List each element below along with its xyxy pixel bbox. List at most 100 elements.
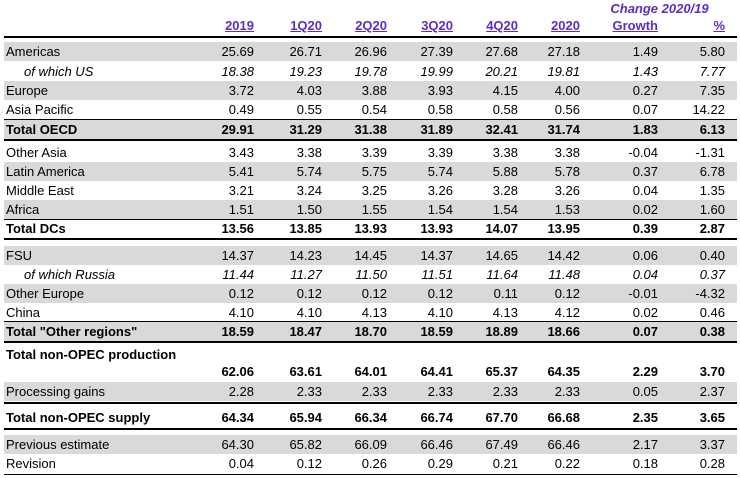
cell: 6.13 xyxy=(699,122,725,137)
col-header-2019: 2019 xyxy=(225,18,254,33)
rule xyxy=(4,139,737,141)
cell: 2.33 xyxy=(492,384,518,399)
cell: 2.35 xyxy=(632,410,658,425)
cell: 64.01 xyxy=(354,364,387,379)
cell: 18.59 xyxy=(221,324,254,339)
cell: 26.96 xyxy=(354,44,387,59)
cell: 3.65 xyxy=(699,410,725,425)
col-header-3q20: 3Q20 xyxy=(421,18,453,33)
cell: 0.37 xyxy=(632,164,658,179)
cell: 13.56 xyxy=(221,221,254,236)
cell: 18.47 xyxy=(289,324,322,339)
cell: 18.59 xyxy=(420,324,453,339)
row-label: Europe xyxy=(6,83,48,98)
cell: 0.38 xyxy=(699,324,725,339)
cell: 0.07 xyxy=(632,102,658,117)
cell: 66.74 xyxy=(420,410,453,425)
cell: 3.26 xyxy=(427,183,453,198)
cell: 0.06 xyxy=(632,248,658,263)
cell: 64.30 xyxy=(221,437,254,452)
row-label: Revision xyxy=(6,456,56,471)
cell: 62.06 xyxy=(221,364,254,379)
col-header-2020: 2020 xyxy=(551,18,580,33)
cell: 0.39 xyxy=(632,221,658,236)
cell: 4.13 xyxy=(361,305,387,320)
cell: 4.00 xyxy=(554,83,580,98)
cell: 0.04 xyxy=(632,183,658,198)
cell: 65.37 xyxy=(485,364,518,379)
row-label: Africa xyxy=(6,202,40,217)
cell: 11.50 xyxy=(355,267,387,282)
table-row: Other Asia 3.43 3.38 3.39 3.39 3.38 3.38… xyxy=(4,143,737,162)
cell: 5.78 xyxy=(554,164,580,179)
cell: 11.64 xyxy=(486,267,518,282)
table-row: Europe 3.72 4.03 3.88 3.93 4.15 4.00 0.2… xyxy=(4,81,737,100)
row-label: Previous estimate xyxy=(6,437,110,452)
cell: 64.34 xyxy=(221,410,254,425)
cell: 0.22 xyxy=(554,456,580,471)
row-label: FSU xyxy=(6,248,32,263)
table-row: Latin America 5.41 5.74 5.75 5.74 5.88 5… xyxy=(4,162,737,181)
cell: 0.04 xyxy=(632,267,658,282)
cell: 31.74 xyxy=(547,122,580,137)
cell: 4.10 xyxy=(296,305,322,320)
cell: 31.29 xyxy=(289,122,322,137)
row-label: Americas xyxy=(6,44,61,59)
cell: 1.35 xyxy=(699,183,725,198)
cell: 13.93 xyxy=(354,221,387,236)
cell: 3.70 xyxy=(699,364,725,379)
cell: 5.74 xyxy=(296,164,322,179)
row-label: Other Europe xyxy=(6,286,85,301)
cell: 65.94 xyxy=(289,410,322,425)
cell: -4.32 xyxy=(695,286,725,301)
cell: -0.04 xyxy=(628,145,658,160)
cell: 2.33 xyxy=(554,384,580,399)
cell: 13.93 xyxy=(420,221,453,236)
cell: 0.11 xyxy=(493,286,518,301)
cell: 0.58 xyxy=(427,102,453,117)
cell: 27.39 xyxy=(420,44,453,59)
cell: 0.12 xyxy=(296,456,322,471)
cell: 14.23 xyxy=(289,248,322,263)
cell: 1.60 xyxy=(699,202,725,217)
cell: -0.01 xyxy=(628,286,658,301)
rule-bottom xyxy=(4,474,737,475)
table-row: FSU 14.37 14.23 14.45 14.37 14.65 14.42 … xyxy=(4,246,737,265)
cell: 5.75 xyxy=(361,164,387,179)
cell: 2.29 xyxy=(632,364,658,379)
rule xyxy=(4,341,737,343)
cell: 2.37 xyxy=(699,384,725,399)
table-row: Previous estimate 64.30 65.82 66.09 66.4… xyxy=(4,435,737,454)
cell: 19.23 xyxy=(289,64,322,79)
cell: 11.48 xyxy=(548,267,580,282)
row-label: Asia Pacific xyxy=(6,102,74,117)
row-label: Processing gains xyxy=(6,384,105,399)
cell: 4.03 xyxy=(296,83,322,98)
cell: 1.43 xyxy=(632,64,658,79)
cell: 4.15 xyxy=(492,83,518,98)
table-row: Americas 25.69 26.71 26.96 27.39 27.68 2… xyxy=(4,42,737,61)
cell: 0.12 xyxy=(554,286,580,301)
cell: 3.39 xyxy=(361,145,387,160)
cell: 2.33 xyxy=(296,384,322,399)
cell: 3.72 xyxy=(228,83,254,98)
change-column-group-title: Change 2020/19 xyxy=(610,1,709,16)
cell: 67.49 xyxy=(485,437,518,452)
cell: 66.46 xyxy=(547,437,580,452)
cell: 0.56 xyxy=(554,102,580,117)
rule xyxy=(4,321,737,322)
cell: 18.89 xyxy=(485,324,518,339)
cell: 0.04 xyxy=(228,456,254,471)
table-row-total: Total OECD 29.91 31.29 31.38 31.89 32.41… xyxy=(4,120,737,139)
cell: 0.02 xyxy=(632,202,658,217)
rule-top xyxy=(4,36,737,38)
cell: 2.33 xyxy=(427,384,453,399)
row-label: Total "Other regions" xyxy=(6,324,138,339)
cell: 4.10 xyxy=(427,305,453,320)
col-header-2q20: 2Q20 xyxy=(355,18,387,33)
cell: 1.50 xyxy=(296,202,322,217)
cell: 1.54 xyxy=(427,202,453,217)
cell: 19.78 xyxy=(354,64,387,79)
cell: 0.29 xyxy=(427,456,453,471)
row-label: Other Asia xyxy=(6,145,67,160)
